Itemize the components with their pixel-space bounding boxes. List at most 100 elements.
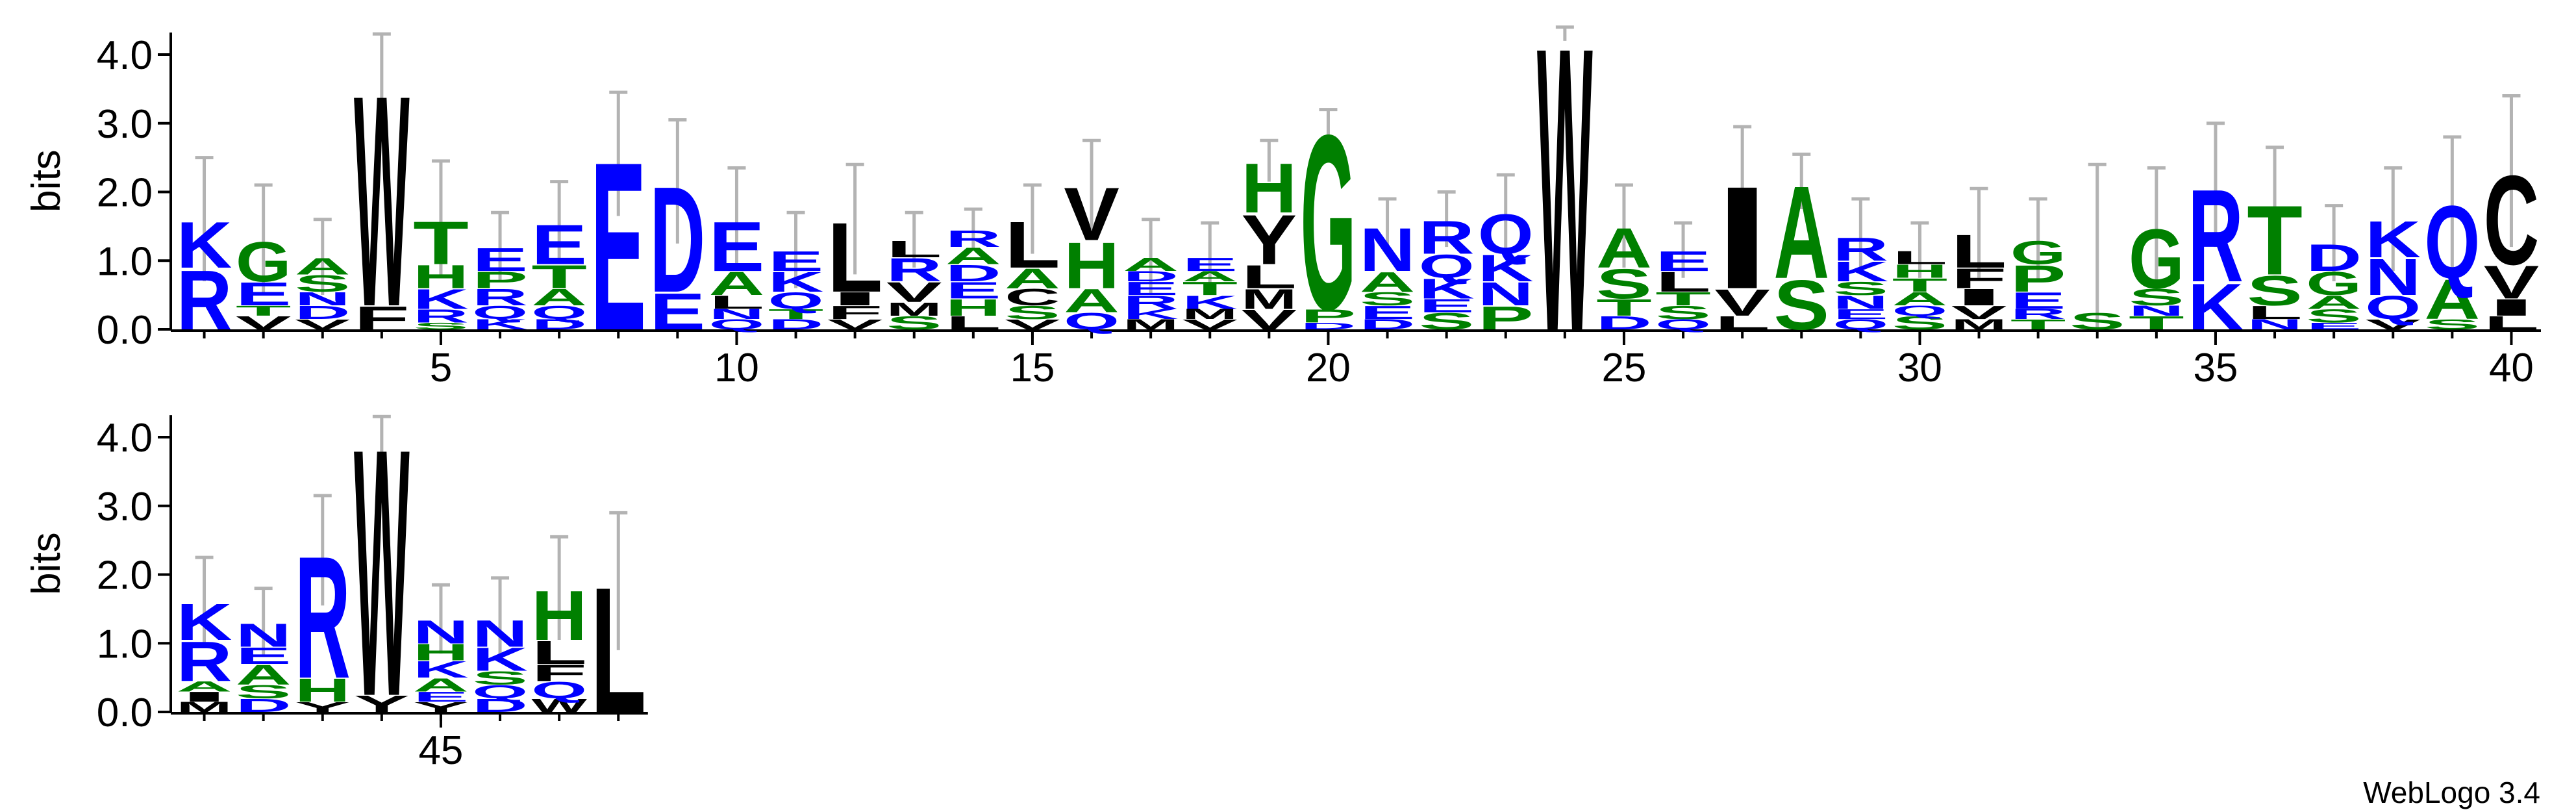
residue: N [2365,249,2421,307]
residue: E [531,213,587,276]
residue: H [295,672,351,709]
x-tick-label: 5 [430,346,452,390]
residue: E [768,246,824,277]
residue: L [827,203,883,313]
residue: G [1301,83,1357,362]
residue: D [650,155,706,324]
residue: W [1537,0,1593,416]
residue: A [531,284,587,311]
residue: R [2010,307,2066,322]
x-tick-label: 15 [1010,346,1055,390]
residue: K [472,316,528,332]
residue: A [1773,159,1829,306]
residue: V [827,316,883,332]
y-tick-label: 0.0 [97,691,153,735]
residue: L [945,312,1001,334]
residue: V [2365,316,2421,332]
residue: C [1005,284,1060,311]
residue: N [472,613,528,655]
residue: W [354,33,410,370]
residue: R [1419,211,1475,264]
residue: S [2070,308,2125,335]
residue: L [1655,266,1711,298]
x-tick-label: 45 [418,728,463,773]
residue: S [413,321,469,331]
residue: E [1182,254,1238,275]
residue: A [236,659,292,691]
residue: E [1419,295,1475,316]
residue: L [886,236,942,262]
residue: P [472,267,528,294]
residue: A [2306,292,2362,313]
residue: S [2306,305,2362,327]
residue: G [2129,212,2184,307]
residue: Y [354,691,410,717]
residue: Q [709,316,765,332]
residue: T [2247,185,2303,296]
residue: F [1951,263,2007,295]
residue: R [2188,162,2244,309]
residue: E [2010,287,2066,314]
residue: N [236,616,292,653]
residue: P [2010,258,2066,300]
residue: D [1360,316,1416,332]
residue: K [177,209,232,282]
residue: A [1596,216,1652,279]
residue: G [236,230,292,293]
residue: H [1242,149,1297,228]
residue: R [295,520,351,715]
residue: K [768,266,824,298]
residue: A [1182,268,1238,284]
residue: F [354,299,410,336]
residue: W [531,695,587,717]
residue: I [177,689,232,705]
residue: D [2306,237,2362,279]
residue: V [1064,172,1119,257]
residue: K [1833,256,1889,288]
y-tick-label: 3.0 [97,102,153,147]
residue: P [1478,299,1534,336]
residue: E [1833,307,1889,322]
residue: Y [1242,201,1297,280]
residue: E [236,275,292,312]
residue: I [2484,294,2540,321]
residue: Y [295,699,351,715]
residue: S [1005,302,1060,324]
residue: E [650,283,706,341]
residue: S [472,667,528,689]
residue: K [2365,211,2421,269]
residue: L [531,634,587,671]
residue: K [2188,270,2244,344]
y-axis-label: bits [24,149,69,212]
residue: S [1892,312,1948,334]
residue: T [1655,288,1711,310]
residue: D [1301,321,1357,331]
residue: H [413,258,469,295]
x-tick-label: 30 [1897,346,1942,390]
residue: N [2247,316,2303,332]
residue: R [1833,231,1889,268]
residue: M [886,298,942,320]
residue: A [709,265,765,302]
residue: T [413,209,469,277]
residue: A [1064,282,1119,319]
residue: M [1123,316,1179,332]
residue: I [1951,284,2007,311]
residue: D [945,260,1001,286]
residue: W [354,375,410,770]
residue: S [2247,267,2303,314]
residue: H [1064,229,1119,303]
residue: L [1005,209,1060,282]
residue: F [827,302,883,324]
residue: S [2129,284,2184,311]
residue: E [2306,321,2362,331]
residue: M [1242,283,1297,315]
residue: L [1242,258,1297,295]
residue: L [2484,312,2540,334]
residue: T [236,303,292,318]
residue: S [1655,302,1711,324]
residue: V [1242,304,1297,336]
residue: S [1833,278,1889,299]
residue: M [1951,316,2007,332]
y-tick-label: 1.0 [97,239,153,284]
